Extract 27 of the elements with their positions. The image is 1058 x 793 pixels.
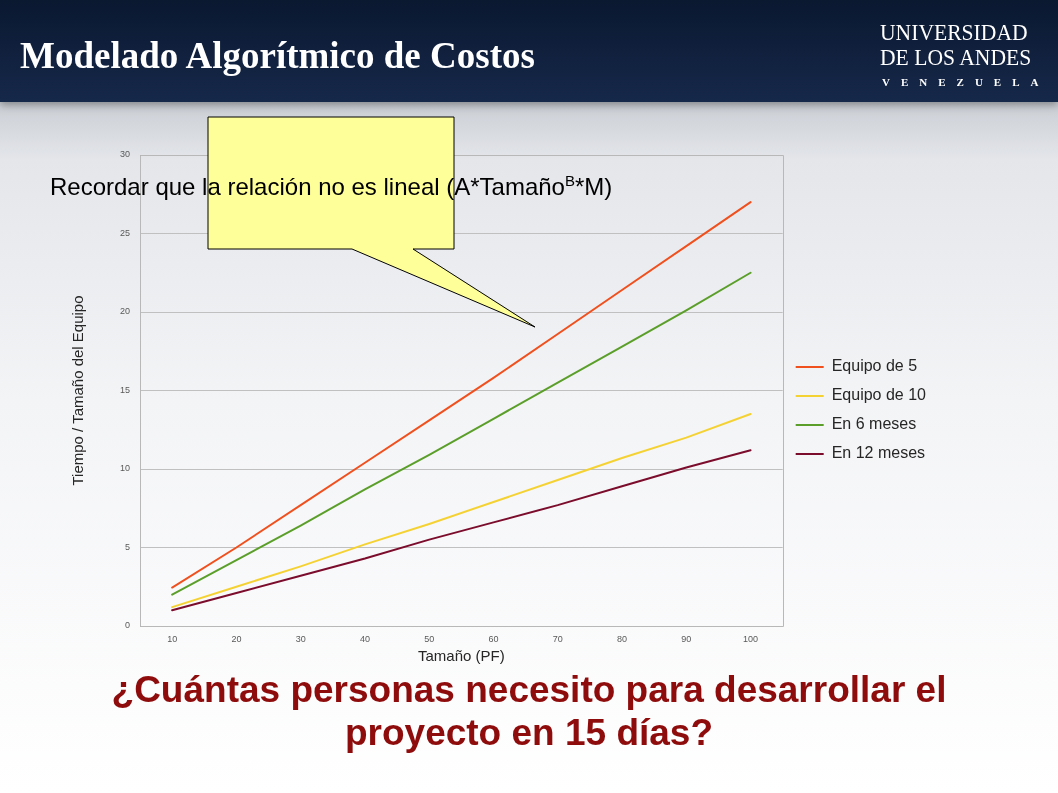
legend-label: En 6 meses bbox=[831, 415, 917, 433]
x-tick-label: 60 bbox=[488, 633, 499, 644]
y-tick-label: 20 bbox=[119, 306, 130, 317]
x-tick-label: 90 bbox=[681, 633, 692, 644]
y-axis-title: Tiempo / Tamaño del Equipo bbox=[69, 295, 87, 486]
y-tick-label: 30 bbox=[119, 149, 130, 160]
chart-title: Modelado Algorítmico de Costos bbox=[20, 34, 535, 77]
text: VENEZUELA bbox=[882, 76, 1050, 88]
x-tick-label: 50 bbox=[424, 633, 435, 644]
x-tick-label: 100 bbox=[743, 633, 759, 644]
x-tick-label: 70 bbox=[552, 633, 563, 644]
text: UNIVERSIDAD DE LOS ANDES bbox=[880, 19, 1033, 70]
x-tick-label: 80 bbox=[617, 633, 628, 644]
text: ¿Cuántas personas necesito para desarrollar el proyecto en 15 días? bbox=[110, 668, 948, 754]
x-tick-label: 10 bbox=[167, 633, 178, 644]
y-tick-label: 25 bbox=[119, 227, 130, 238]
x-axis-title: Tamaño (PF) bbox=[418, 647, 505, 665]
y-tick-label: 5 bbox=[124, 541, 130, 552]
legend-label: En 12 meses bbox=[831, 444, 926, 462]
x-tick-label: 40 bbox=[359, 633, 370, 644]
x-tick-label: 20 bbox=[231, 633, 242, 644]
legend-label: Equipo de 10 bbox=[831, 386, 927, 404]
x-tick-label: 30 bbox=[295, 633, 306, 644]
y-tick-label: 10 bbox=[119, 463, 130, 474]
legend-label: Equipo de 5 bbox=[831, 357, 918, 375]
y-tick-label: 0 bbox=[124, 620, 130, 631]
y-tick-label: 15 bbox=[119, 384, 130, 395]
